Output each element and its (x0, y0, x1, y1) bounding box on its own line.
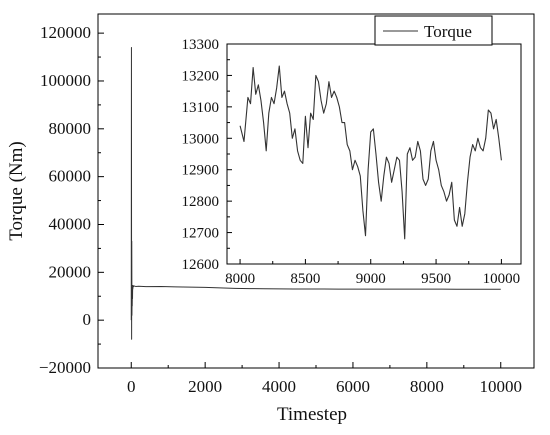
y-axis-title: Torque (Nm) (6, 141, 27, 240)
legend: Torque (374, 15, 493, 46)
main-x-tick-label: 2000 (188, 377, 222, 396)
main-y-tick-label: 40000 (49, 214, 92, 233)
inset-x-tick-label: 8000 (225, 271, 255, 287)
main-y-tick-label: 60000 (49, 167, 92, 186)
main-axes: 0 2000 4000 6000 8000 10000 −20000 0 20000 40000 6… (6, 13, 535, 425)
inset-y-tick-label: 12600 (182, 257, 220, 273)
main-x-tick-label: 8000 (410, 377, 444, 396)
inset-y-tick-label: 13300 (182, 37, 220, 53)
inset-series-line (239, 65, 502, 240)
inset-x-tick-label: 8500 (290, 271, 320, 287)
main-x-tick-label: 10000 (479, 377, 522, 396)
inset-y-tick-label: 12700 (182, 226, 220, 242)
legend-label: Torque (424, 22, 472, 41)
main-y-tick-label: 80000 (49, 119, 92, 138)
main-y-tick-label: 120000 (40, 23, 91, 42)
inset-frame (226, 43, 522, 265)
main-x-tick-label: 0 (127, 377, 136, 396)
inset-y-tick-label: 13000 (182, 131, 220, 147)
inset-x-tick-label: 9500 (421, 271, 451, 287)
main-x-tick-label: 4000 (262, 377, 296, 396)
main-y-tick-label: 100000 (40, 71, 91, 90)
inset-y-tick-label: 12800 (182, 194, 220, 210)
main-x-tick-label: 6000 (336, 377, 370, 396)
x-axis-title: Timestep (277, 404, 347, 425)
inset-y-tick-label: 13200 (182, 68, 220, 84)
inset-y-tick-label: 12900 (182, 163, 220, 179)
inset-axes: 8000 8500 9000 9500 10000 12600 12700 12800 1290… (182, 37, 522, 287)
inset-x-tick-label: 9000 (356, 271, 386, 287)
inset-y-tick-label: 13100 (182, 100, 220, 116)
main-y-tick-label: 20000 (49, 262, 92, 281)
main-y-tick-label: 0 (83, 310, 92, 329)
inset-x-tick-label: 10000 (483, 271, 521, 287)
main-series-line (130, 46, 501, 340)
main-y-tick-label: −20000 (39, 358, 91, 377)
